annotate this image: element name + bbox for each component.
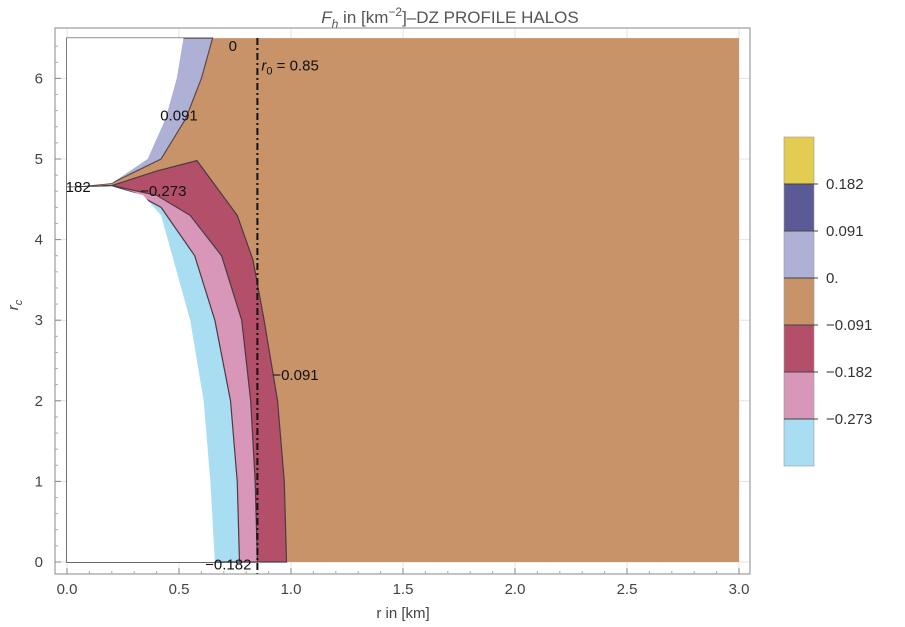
reference-line-label-main: r xyxy=(261,57,267,74)
legend-label-1: 0.091 xyxy=(826,223,864,240)
y-axis-label: rc xyxy=(5,299,25,310)
y-tick-label-2: 2 xyxy=(35,393,43,410)
legend: 0.182 0.091 0. −0.091 −0.182 −0.273 xyxy=(783,136,872,467)
contour-regions xyxy=(66,37,739,563)
y-tick-label-0: 0 xyxy=(35,554,43,571)
y-axis-label-sub: c xyxy=(13,299,25,305)
x-tick-label-5: 2.5 xyxy=(617,581,638,598)
title-sup: −2 xyxy=(388,5,402,19)
legend-label-5: −0.273 xyxy=(826,411,872,428)
y-axis-label-main: r xyxy=(5,304,22,310)
legend-label-4: −0.182 xyxy=(826,364,872,381)
reference-line-label-sub: 0 xyxy=(266,65,272,77)
contour-label-1: 0.091 xyxy=(160,107,198,124)
title-mid: in [km xyxy=(338,8,388,27)
reference-line-label-rest: = 0.85 xyxy=(273,57,319,74)
contour-label-5: −0.182 xyxy=(205,556,251,573)
chart-title: Fh in [km−2]–DZ PROFILE HALOS xyxy=(321,5,579,31)
legend-label-0: 0.182 xyxy=(826,176,864,193)
legend-swatch-4 xyxy=(784,325,814,372)
x-tick-label-6: 3.0 xyxy=(729,581,750,598)
title-suffix: ]–DZ PROFILE HALOS xyxy=(402,8,579,27)
legend-swatch-2 xyxy=(784,231,814,278)
y-tick-label-3: 3 xyxy=(35,312,43,329)
legend-frame xyxy=(783,136,815,467)
contour-label-2: 182 xyxy=(66,179,91,196)
title-prefix: F xyxy=(321,8,333,27)
y-tick-label-4: 4 xyxy=(35,232,43,249)
title-sub: h xyxy=(332,17,339,31)
x-axis-ticks: 0.0 0.5 1.0 1.5 2.0 2.5 3.0 xyxy=(57,568,750,598)
reference-line-label: r0 = 0.85 xyxy=(261,57,318,77)
x-tick-label-1: 0.5 xyxy=(169,581,190,598)
legend-swatch-5 xyxy=(784,372,814,419)
contour-label-3: −0.273 xyxy=(140,183,186,200)
legend-label-3: −0.091 xyxy=(826,317,872,334)
legend-swatch-6 xyxy=(784,419,814,466)
y-tick-label-1: 1 xyxy=(35,473,43,490)
legend-swatch-3 xyxy=(784,278,814,325)
legend-swatch-1 xyxy=(784,184,814,231)
x-tick-label-0: 0.0 xyxy=(57,581,78,598)
y-tick-label-6: 6 xyxy=(35,70,43,87)
contour-label-0: 0 xyxy=(229,38,237,55)
legend-label-2: 0. xyxy=(826,270,839,287)
contour-labels: 0 0.091 182 −0.273 −0.091 −0.182 xyxy=(66,38,319,573)
x-tick-label-4: 2.0 xyxy=(505,581,526,598)
contour-label-4: −0.091 xyxy=(272,367,318,384)
y-axis-ticks: 0 1 2 3 4 5 6 xyxy=(35,45,61,571)
region-empty-bottom-left xyxy=(67,186,215,563)
reference-line-group: r0 = 0.85 xyxy=(256,38,319,574)
y-tick-label-5: 5 xyxy=(35,151,43,168)
x-axis-label: r in [km] xyxy=(376,605,429,622)
x-tick-label-2: 1.0 xyxy=(281,581,302,598)
x-tick-label-3: 1.5 xyxy=(393,581,414,598)
legend-swatch-0 xyxy=(784,137,814,184)
region-empty-top-left xyxy=(67,38,184,188)
